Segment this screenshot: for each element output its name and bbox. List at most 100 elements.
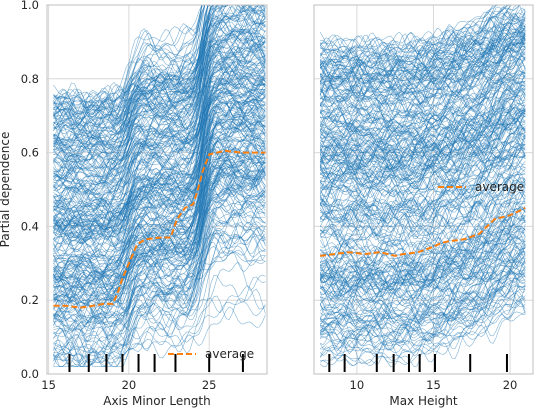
right-ice-line	[319, 57, 526, 143]
right-ice-line	[319, 117, 526, 217]
y-axis-label: Partial dependence	[0, 132, 12, 248]
right-panel: 10 15 20 Max Height average	[313, 4, 534, 408]
left-ice-line	[53, 115, 266, 218]
right-ice-line	[319, 39, 526, 84]
left-ice-line	[53, 113, 266, 194]
right-ice-line	[319, 173, 526, 247]
left-ice-line	[53, 172, 266, 295]
left-ice-line	[53, 59, 266, 121]
left-ice-line	[53, 129, 266, 208]
left-ice-line	[53, 234, 266, 349]
left-ice-line	[53, 60, 266, 109]
left-ice-line	[53, 101, 266, 233]
right-ice-line	[319, 95, 526, 175]
right-ice-line	[319, 56, 526, 118]
left-average-line	[53, 149, 266, 309]
left-ice-line	[53, 159, 266, 219]
right-ice-line	[319, 111, 526, 191]
right-ice-line	[319, 124, 526, 183]
right-ice-line	[319, 78, 526, 178]
left-x-tick-label: 15	[41, 378, 56, 392]
right-ice-line	[319, 313, 526, 354]
right-ice-line	[319, 172, 526, 215]
right-ice-line	[319, 224, 526, 308]
right-ice-curves	[319, 4, 526, 367]
right-ice-line	[319, 191, 526, 284]
right-ice-line	[320, 10, 526, 96]
left-tick-labels: 15 20 25 0.0 0.2 0.4 0.6 0.8 1.0	[21, 0, 217, 392]
left-ice-line	[53, 160, 266, 257]
left-ice-line	[53, 6, 266, 165]
right-ice-line	[319, 207, 526, 276]
left-ice-line	[53, 127, 266, 335]
right-ice-line	[319, 41, 526, 83]
right-ice-line	[319, 21, 526, 54]
right-ice-line	[319, 4, 526, 60]
left-ice-line	[53, 250, 266, 355]
right-ice-line	[319, 240, 526, 330]
right-ice-line	[319, 189, 526, 224]
right-ice-line	[319, 23, 526, 106]
left-ice-line	[53, 50, 266, 212]
right-tick-labels: 10 15 20	[350, 378, 518, 392]
left-ice-line	[53, 261, 266, 357]
left-ice-line	[53, 62, 266, 185]
right-ice-line	[319, 39, 526, 97]
right-ice-line	[319, 295, 526, 351]
right-ice-line	[319, 29, 526, 117]
right-ice-line	[319, 29, 526, 65]
right-ice-line	[319, 269, 526, 345]
right-ice-line	[319, 140, 526, 209]
left-ice-line	[53, 123, 266, 223]
right-ice-line	[319, 19, 526, 66]
right-ice-line	[319, 12, 526, 52]
right-x-tick-label: 15	[426, 378, 441, 392]
right-ice-line	[319, 243, 526, 293]
y-tick-label: 0.0	[21, 367, 39, 381]
right-ice-line	[319, 155, 526, 225]
right-ice-line	[319, 4, 526, 82]
right-ice-line	[320, 271, 526, 327]
left-ice-line	[53, 29, 266, 117]
left-legend-label: average	[205, 347, 254, 361]
right-ice-line	[319, 4, 526, 79]
left-ice-line	[53, 199, 266, 283]
y-tick-label: 0.4	[21, 219, 39, 233]
left-ice-line	[53, 132, 266, 202]
left-ice-line	[53, 107, 266, 240]
y-tick-label: 0.2	[21, 293, 39, 307]
right-ice-line	[319, 140, 526, 228]
right-ice-line	[319, 177, 526, 253]
left-ice-line	[53, 192, 266, 349]
right-x-tick-label: 20	[503, 378, 518, 392]
left-ice-line	[53, 108, 266, 185]
left-ice-line	[53, 90, 266, 229]
left-ice-line	[53, 168, 266, 284]
right-plot-frame	[313, 4, 534, 375]
right-ice-line	[320, 183, 526, 288]
left-ice-line	[53, 166, 266, 214]
right-x-tick-label: 10	[350, 378, 365, 392]
right-ice-line	[320, 155, 526, 241]
right-legend-label: average	[475, 180, 524, 194]
left-ice-line	[53, 166, 266, 367]
left-ice-line	[53, 75, 266, 186]
y-tick-label: 1.0	[21, 0, 39, 12]
left-ice-line	[53, 152, 266, 278]
right-ice-line	[319, 251, 526, 300]
left-ice-line	[53, 122, 266, 248]
right-ice-line	[319, 162, 526, 262]
right-ice-line	[319, 108, 526, 169]
left-ice-line	[53, 69, 266, 138]
right-ice-line	[319, 281, 526, 351]
left-ice-line	[53, 96, 266, 242]
right-ice-line	[320, 38, 526, 92]
right-rug	[328, 354, 508, 372]
right-ice-line	[320, 177, 526, 256]
right-ice-line	[320, 41, 526, 100]
left-ice-line	[53, 194, 266, 327]
right-ice-line	[319, 107, 526, 149]
left-ice-line	[53, 23, 266, 216]
left-ice-line	[53, 119, 266, 293]
left-legend: average	[168, 347, 254, 361]
